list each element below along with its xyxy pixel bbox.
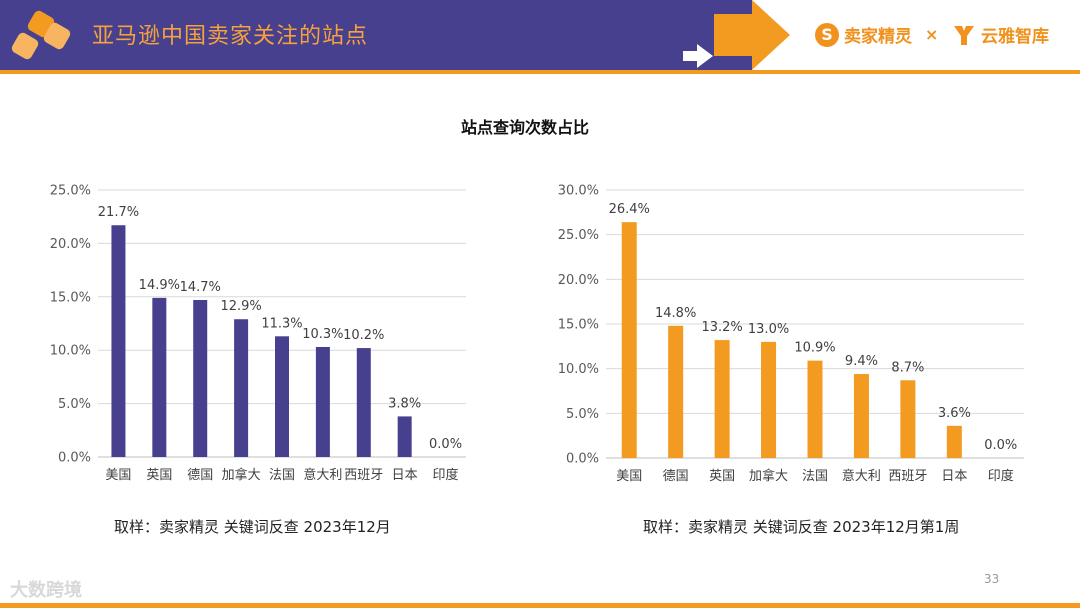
category-label: 印度 <box>988 468 1014 484</box>
data-label: 8.7% <box>891 360 924 375</box>
header-accent-line <box>0 70 1080 74</box>
y-tick-label: 15.0% <box>558 318 599 333</box>
bar <box>397 416 412 457</box>
data-label: 0.0% <box>984 438 1017 453</box>
bar <box>807 360 823 458</box>
bar <box>152 297 167 457</box>
bar <box>234 319 249 457</box>
header-band <box>0 0 752 70</box>
brand-s-icon: S <box>815 22 839 47</box>
data-label: 3.8% <box>388 396 421 411</box>
category-label: 日本 <box>941 469 967 484</box>
category-label: 英国 <box>709 469 735 484</box>
data-label: 14.7% <box>180 280 221 295</box>
y-tick-label: 30.0% <box>558 184 599 199</box>
category-label: 德国 <box>187 468 213 483</box>
category-label: 加拿大 <box>222 467 261 483</box>
y-tick-label: 5.0% <box>566 407 599 422</box>
brand-separator: × <box>925 25 939 44</box>
data-label: 14.9% <box>139 278 180 293</box>
y-tick-label: 25.0% <box>50 184 91 199</box>
bar <box>714 340 730 458</box>
data-label: 13.2% <box>701 320 742 335</box>
chart-title: 站点查询次数占比 <box>460 118 589 137</box>
brand-seller-sprite-logo: S 卖家精灵 <box>815 22 912 47</box>
data-label: 14.8% <box>655 306 696 321</box>
page-number: 33 <box>984 572 1000 586</box>
y-tick-label: 0.0% <box>566 452 599 467</box>
brand2-text: 云雅智库 <box>981 27 1049 47</box>
category-label: 法国 <box>802 469 828 484</box>
category-label: 英国 <box>146 468 172 483</box>
brand1-text: 卖家精灵 <box>844 27 912 47</box>
bar <box>315 346 330 457</box>
category-label: 印度 <box>433 467 459 483</box>
category-label: 日本 <box>392 468 418 483</box>
category-label: 加拿大 <box>749 468 788 484</box>
category-label: 意大利 <box>303 467 342 483</box>
bar <box>356 348 371 457</box>
data-label: 13.0% <box>748 322 789 337</box>
data-label: 3.6% <box>938 406 971 421</box>
category-label: 西班牙 <box>888 469 927 484</box>
data-label: 10.2% <box>343 328 384 343</box>
y-tick-label: 25.0% <box>558 228 599 243</box>
y-logo-icon <box>954 25 974 45</box>
data-label: 9.4% <box>845 354 878 369</box>
bar <box>111 225 126 457</box>
bar <box>946 425 962 458</box>
category-label: 意大利 <box>842 468 881 484</box>
y-tick-label: 20.0% <box>558 273 599 288</box>
category-label: 美国 <box>105 468 131 483</box>
data-label: 10.9% <box>794 341 835 356</box>
data-label: 12.9% <box>220 299 261 314</box>
large-arrow-icon <box>714 0 790 70</box>
category-label: 西班牙 <box>344 468 383 483</box>
footer-accent-line <box>0 603 1080 608</box>
bar <box>193 300 208 457</box>
right-sample-note: 取样：卖家精灵 关键词反查 2023年12月第1周 <box>643 518 960 536</box>
data-label: 0.0% <box>429 437 462 452</box>
bar <box>668 325 684 458</box>
data-label: 26.4% <box>609 202 650 217</box>
page-title: 亚马逊中国卖家关注的站点 <box>92 24 369 49</box>
watermark: 大数跨境 <box>10 580 82 601</box>
brand-yunya-logo: 云雅智库 <box>952 22 1049 47</box>
category-label: 德国 <box>663 469 689 484</box>
category-label: 法国 <box>269 468 295 483</box>
category-label: 美国 <box>616 469 642 484</box>
y-tick-label: 15.0% <box>50 290 91 305</box>
left-sample-note: 取样：卖家精灵 关键词反查 2023年12月 <box>114 518 391 536</box>
data-label: 11.3% <box>261 316 302 331</box>
data-label: 21.7% <box>98 205 139 220</box>
y-tick-label: 0.0% <box>58 451 91 466</box>
bar <box>900 380 916 458</box>
bar <box>275 336 289 457</box>
y-tick-label: 10.0% <box>558 362 599 377</box>
data-label: 10.3% <box>302 327 343 342</box>
y-tick-label: 5.0% <box>58 397 91 412</box>
arrow-icon <box>683 44 713 68</box>
y-tick-label: 20.0% <box>50 237 91 252</box>
y-tick-label: 10.0% <box>50 344 91 359</box>
bar <box>853 374 869 458</box>
bar <box>761 341 777 458</box>
bar <box>621 222 637 458</box>
